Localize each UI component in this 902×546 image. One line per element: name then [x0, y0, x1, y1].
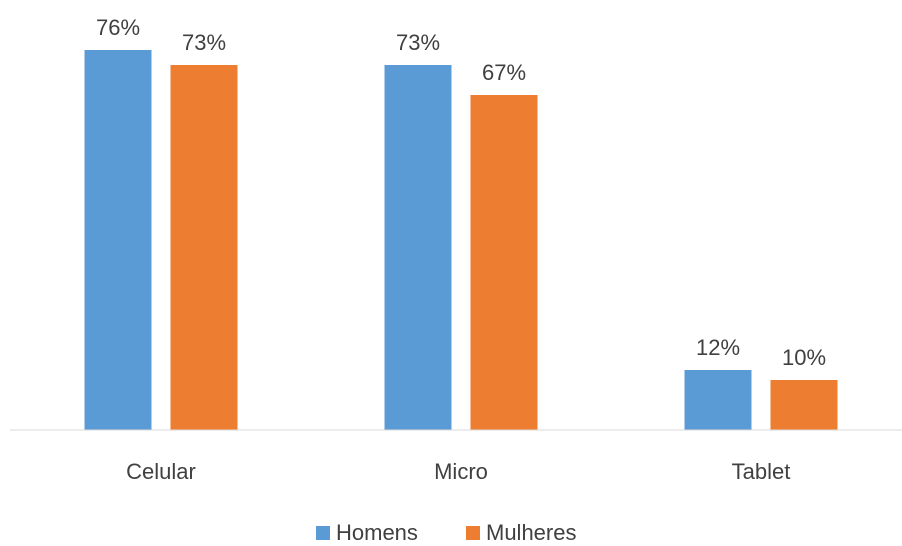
bar — [684, 370, 752, 430]
x-tick-label: Tablet — [732, 459, 791, 484]
legend-label: Homens — [336, 520, 418, 545]
data-label: 67% — [482, 60, 526, 85]
legend-swatch — [316, 526, 330, 540]
legend-label: Mulheres — [486, 520, 576, 545]
bar — [470, 95, 538, 430]
legend-swatch — [466, 526, 480, 540]
data-label: 10% — [782, 345, 826, 370]
data-label: 73% — [396, 30, 440, 55]
bar — [170, 65, 238, 430]
data-label: 12% — [696, 335, 740, 360]
x-tick-label: Celular — [126, 459, 196, 484]
bar — [770, 380, 838, 430]
bar — [84, 50, 152, 430]
data-label: 76% — [96, 15, 140, 40]
data-label: 73% — [182, 30, 226, 55]
bar — [384, 65, 452, 430]
x-tick-label: Micro — [434, 459, 488, 484]
